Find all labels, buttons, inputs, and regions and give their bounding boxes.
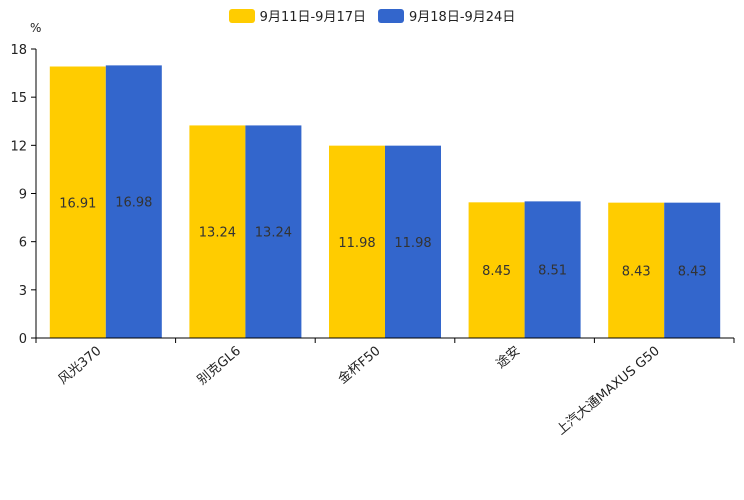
bar-series-1 — [189, 125, 246, 339]
bar-series-2 — [105, 65, 162, 339]
bar-series-1 — [468, 202, 525, 338]
bar-series-2 — [524, 201, 581, 338]
bar-data-label: 8.45 — [482, 264, 511, 279]
legend: 9月11日-9月17日 9月18日-9月24日 — [0, 6, 744, 25]
y-tick-label: 3 — [19, 284, 27, 299]
y-tick-label: 15 — [10, 91, 27, 106]
legend-label-series-2: 9月18日-9月24日 — [409, 10, 516, 25]
legend-item-series-2[interactable]: 9月18日-9月24日 — [378, 6, 515, 25]
bar-series-2 — [245, 125, 302, 339]
bar-data-label: 13.24 — [199, 226, 236, 241]
bar-series-1 — [329, 145, 385, 338]
y-axis-unit: % — [30, 21, 42, 35]
x-category-label: 别克GL6 — [195, 344, 244, 389]
x-category-label: 上汽大通MAXUS G50 — [554, 344, 663, 439]
bar-series-1 — [49, 66, 106, 339]
y-tick-label: 6 — [19, 236, 27, 251]
legend-swatch-series-2 — [378, 8, 404, 23]
bar-series-1 — [608, 202, 665, 338]
y-tick-label: 12 — [10, 139, 27, 154]
bar-series-2 — [385, 145, 441, 338]
bar-data-label: 16.98 — [115, 196, 152, 211]
y-tick-label: 0 — [19, 332, 27, 347]
bar-data-label: 13.24 — [255, 226, 292, 241]
bar-data-label: 11.98 — [394, 236, 431, 251]
y-tick-label: 18 — [10, 43, 27, 58]
bar-data-label: 11.98 — [338, 236, 375, 251]
bar-data-label: 8.51 — [538, 264, 567, 279]
y-tick-label: 9 — [19, 188, 27, 203]
x-category-label: 风光370 — [56, 344, 105, 388]
bar-data-label: 8.43 — [678, 264, 707, 279]
bar-series-2 — [664, 202, 721, 338]
legend-label-series-1: 9月11日-9月17日 — [259, 10, 366, 25]
bar-data-label: 16.91 — [59, 196, 96, 211]
bar-data-label: 8.43 — [622, 264, 651, 279]
legend-item-series-1[interactable]: 9月11日-9月17日 — [228, 6, 366, 25]
x-category-label: 途安 — [493, 343, 523, 372]
x-category-label: 金杯F50 — [335, 343, 384, 387]
legend-swatch-series-1 — [228, 8, 255, 23]
